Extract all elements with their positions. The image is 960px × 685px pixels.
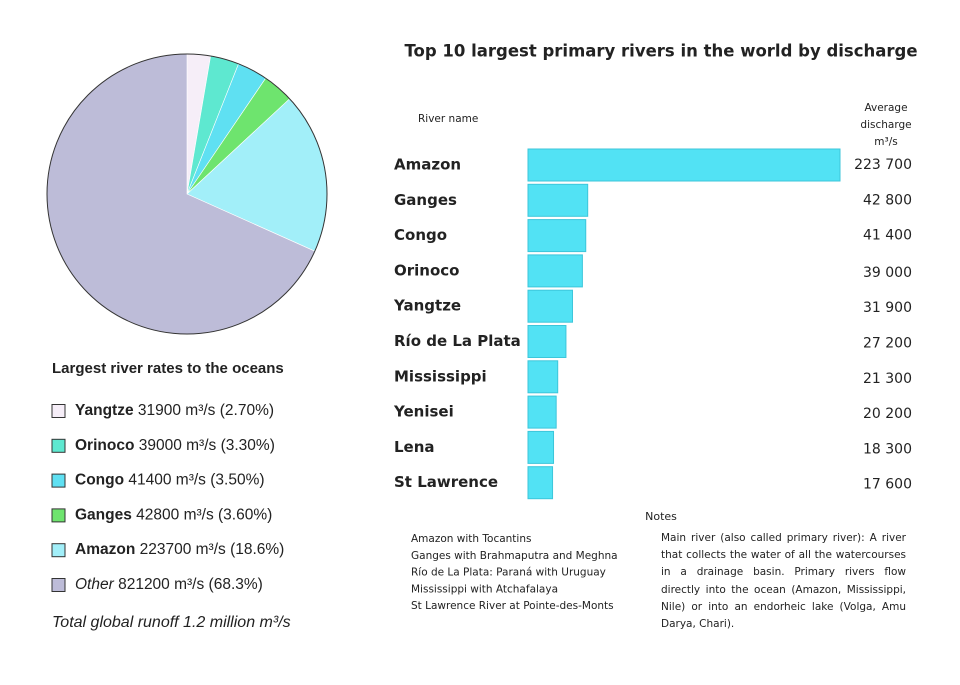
bar [527,254,583,288]
bar [527,325,567,358]
category-label: Amazon [394,156,461,174]
legend-entry: Yangtze 31900 m³/s (2.70%) [75,402,274,419]
bar [527,466,554,500]
value-label: 223 700 [854,157,912,173]
legend-name: Congo [75,472,124,489]
value-label: 42 800 [863,192,912,208]
legend-value: 41400 m³/s (3.50%) [128,472,264,489]
value-header: Average [864,102,907,114]
legend-entry: Amazon 223700 m³/s (18.6%) [75,541,284,558]
category-label: St Lawrence [394,473,498,491]
value-label: 39 000 [863,265,912,281]
legend-swatch [51,543,66,558]
legend-value: 821200 m³/s (68.3%) [118,576,263,593]
value-label: 41 400 [863,228,912,244]
legend-name: Amazon [75,541,135,558]
legend-entry: Orinoco 39000 m³/s (3.30%) [75,437,275,454]
bar [527,148,841,182]
pie-outline [46,53,328,335]
legend-value: 223700 m³/s (18.6%) [140,541,285,558]
legend-name: Yangtze [75,402,134,419]
legend-swatch [51,438,66,453]
pie-note: Total global runoff 1.2 million m³/s [52,614,291,631]
legend-name: Orinoco [75,437,134,454]
value-header: m³/s [874,136,897,148]
category-header: River name [418,113,478,125]
bar [527,395,557,429]
legend-value: 42800 m³/s (3.60%) [136,506,272,523]
note-item: Ganges with Brahmaputra and Meghna [411,550,618,562]
category-label: Ganges [394,191,457,209]
bar-title: Top 10 largest primary rivers in the wor… [404,42,917,61]
legend-entry: Ganges 42800 m³/s (3.60%) [75,506,272,523]
legend-name: Ganges [75,506,132,523]
category-label: Yenisei [393,403,454,421]
legend-entry: Other 821200 m³/s (68.3%) [75,576,263,593]
category-label: Lena [394,438,435,456]
notes-text: Main river (also called primary river): … [661,532,906,631]
legend-value: 31900 m³/s (2.70%) [138,402,274,419]
value-label: 17 600 [863,477,912,493]
category-label: Río de La Plata [394,332,521,350]
category-label: Orinoco [394,261,459,279]
legend-name: Other [75,576,115,593]
value-header: discharge [860,119,911,131]
pie-title: Largest river rates to the oceans [52,360,284,377]
value-label: 27 200 [863,336,912,352]
legend-swatch [51,578,66,592]
legend-entry: Congo 41400 m³/s (3.50%) [75,472,265,489]
notes-title: Notes [645,510,677,523]
value-label: 31 900 [863,300,912,316]
bar [527,183,589,217]
legend-value: 39000 m³/s (3.30%) [139,437,275,454]
value-label: 21 300 [863,371,912,387]
legend-swatch [51,404,66,418]
category-label: Yangtze [393,297,461,315]
legend-swatch [51,508,66,523]
value-label: 20 200 [863,406,912,422]
note-item: Mississippi with Atchafalaya [411,583,558,595]
category-label: Congo [394,226,447,244]
bar [527,219,587,253]
bar [527,360,559,394]
bar [527,430,555,464]
legend-swatch [51,473,66,488]
value-label: 18 300 [863,441,912,457]
note-item: Río de La Plata: Paraná with Uruguay [411,567,606,579]
note-item: St Lawrence River at Pointe-des-Monts [411,600,614,612]
category-label: Mississippi [394,367,487,385]
note-item: Amazon with Tocantins [411,533,531,545]
bar [527,289,573,323]
